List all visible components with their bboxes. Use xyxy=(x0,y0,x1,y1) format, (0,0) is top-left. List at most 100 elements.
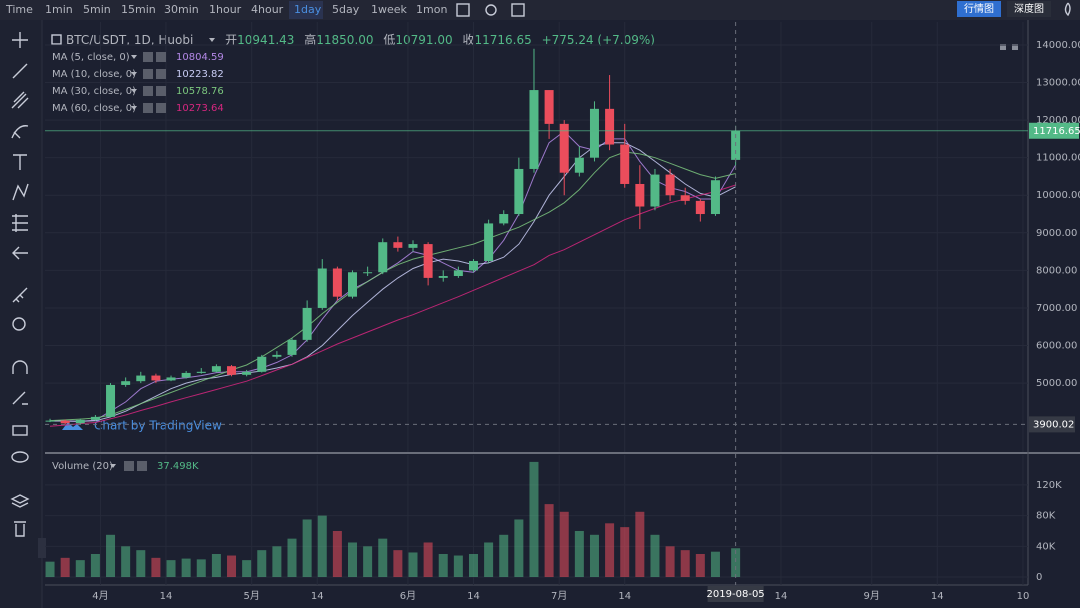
zoom-tool[interactable] xyxy=(12,317,26,331)
volume-bar xyxy=(695,553,705,578)
visibility-tool[interactable] xyxy=(11,451,29,463)
volume-bar xyxy=(408,552,418,578)
ohlc-value: 11716.65 xyxy=(474,33,531,47)
legend-settings[interactable] xyxy=(143,69,153,79)
candle-body xyxy=(453,270,463,277)
line-tool[interactable] xyxy=(12,63,28,79)
legend-settings[interactable] xyxy=(143,86,153,96)
candle-body xyxy=(499,214,509,224)
candle-body xyxy=(605,108,615,145)
candle-body xyxy=(181,372,191,378)
candle-body xyxy=(106,384,116,417)
fib-tool[interactable] xyxy=(11,91,29,109)
volume-bar xyxy=(181,558,191,578)
tab-button[interactable] xyxy=(1007,1,1051,17)
ma-legend-value: 10804.59 xyxy=(176,52,224,63)
interval-button[interactable]: 1week xyxy=(371,3,408,16)
legend-dropdown[interactable] xyxy=(131,89,137,93)
candle-body xyxy=(211,366,221,372)
pattern-tool[interactable] xyxy=(12,183,29,201)
layers-tool[interactable] xyxy=(10,494,30,508)
pane-controls[interactable] xyxy=(1000,44,1018,50)
ma-legend-name: MA (60, close, 0) xyxy=(52,103,136,114)
lock-tool[interactable] xyxy=(12,425,28,436)
legend-close[interactable] xyxy=(156,52,166,62)
volume-bar xyxy=(211,553,221,578)
interval-button[interactable]: 30min xyxy=(164,3,199,16)
legend-dropdown[interactable] xyxy=(131,106,137,110)
x-tick-label: 5月 xyxy=(243,590,259,602)
volume-bar xyxy=(136,550,146,578)
collapse-button[interactable] xyxy=(38,538,46,558)
candle-body xyxy=(423,244,433,278)
x-tick-label: 7月 xyxy=(551,590,567,602)
legend-settings[interactable] xyxy=(143,103,153,113)
tab-button[interactable] xyxy=(957,1,1001,17)
delete-tool[interactable] xyxy=(14,521,26,537)
text-tool[interactable] xyxy=(13,154,27,170)
candle-body xyxy=(121,381,131,385)
settings-icon[interactable] xyxy=(485,4,497,16)
interval-button[interactable]: 1min xyxy=(45,3,73,16)
ruler-tool[interactable] xyxy=(12,287,28,303)
x-tick-label: 4月 xyxy=(92,590,108,602)
volume-bar xyxy=(287,538,297,578)
legend-close[interactable] xyxy=(156,103,166,113)
theme-icon[interactable] xyxy=(1064,2,1071,17)
volume-bar xyxy=(75,560,85,578)
volume-legend-name: Volume (20) xyxy=(52,461,113,472)
volume-bar xyxy=(453,555,463,578)
y-tick-label: 10000.00 xyxy=(1036,190,1080,201)
interval-button[interactable]: Time xyxy=(5,3,33,16)
title-dropdown[interactable] xyxy=(209,38,215,42)
volume-bar xyxy=(731,548,741,578)
ma-legend-value: 10223.82 xyxy=(176,69,224,80)
interval-button[interactable]: 4hour xyxy=(251,3,284,16)
legend-close[interactable] xyxy=(156,69,166,79)
legend-dropdown[interactable] xyxy=(110,464,116,468)
tab-label: 深度图 xyxy=(1014,2,1044,15)
candle-body xyxy=(680,195,690,201)
volume-bar xyxy=(45,561,55,578)
volume-bar xyxy=(589,534,599,578)
back-tool[interactable] xyxy=(12,246,28,260)
interval-button[interactable]: 1hour xyxy=(209,3,242,16)
volume-bar xyxy=(106,534,116,578)
interval-button[interactable]: 15min xyxy=(121,3,156,16)
x-tick-label: 6月 xyxy=(400,590,416,602)
legend-close[interactable] xyxy=(137,461,147,471)
interval-button[interactable]: 5day xyxy=(332,3,360,16)
ma-legend-name: MA (30, close, 0) xyxy=(52,86,136,97)
fullscreen-icon[interactable] xyxy=(511,3,525,17)
watermark-text: Chart by TradingView xyxy=(94,419,222,433)
crosshair-tool[interactable] xyxy=(12,32,28,48)
legend-dropdown[interactable] xyxy=(131,72,137,76)
candle-body xyxy=(574,157,584,173)
lock-draw-tool[interactable] xyxy=(12,391,28,405)
ohlc-label: 高 xyxy=(304,32,316,47)
magnet-tool[interactable] xyxy=(12,360,28,374)
collapse-legend[interactable] xyxy=(51,34,62,45)
interval-button[interactable]: 1day xyxy=(294,3,322,16)
legend-settings[interactable] xyxy=(124,461,134,471)
volume-bar xyxy=(166,560,176,578)
candle-body xyxy=(317,268,327,308)
crosshair-price-box xyxy=(1029,416,1075,433)
x-tick-label: 14 xyxy=(775,591,788,602)
legend-dropdown[interactable] xyxy=(131,55,137,59)
legend-close[interactable] xyxy=(156,86,166,96)
prediction-tool[interactable] xyxy=(12,214,28,232)
x-tick-label: 14 xyxy=(931,591,944,602)
interval-button[interactable]: 1mon xyxy=(416,3,447,16)
brush-tool[interactable] xyxy=(11,125,29,139)
crosshair-price-label: 3900.02 xyxy=(1033,419,1074,430)
x-tick-label: 14 xyxy=(160,591,173,602)
volume-bar xyxy=(60,557,70,578)
legend-settings[interactable] xyxy=(143,52,153,62)
interval-button[interactable]: 5min xyxy=(83,3,111,16)
toolbar xyxy=(0,0,1080,20)
volume-bar xyxy=(544,504,554,578)
watermark-logo xyxy=(62,422,83,430)
chart-type-icon[interactable] xyxy=(456,3,470,17)
volume-bar xyxy=(332,530,342,578)
